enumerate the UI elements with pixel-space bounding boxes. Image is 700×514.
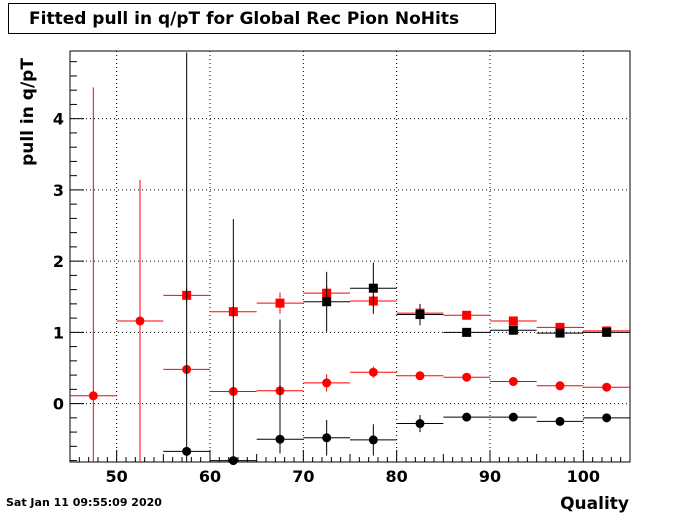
square-marker [462,310,472,320]
data-point [490,412,537,422]
axes: 50 60 70 80 90 100 0 1 2 3 4 [53,50,631,486]
x-tick-label: 80 [386,467,408,486]
x-tick-label: 70 [292,467,314,486]
square-marker [415,310,425,320]
data-point [256,319,304,454]
data-point [443,372,490,382]
x-tick-label: 90 [479,467,501,486]
square-marker [555,322,565,332]
circle-marker [275,434,285,444]
circle-marker [368,367,378,377]
data-point [583,413,630,423]
circle-marker [228,456,238,466]
circle-marker [415,419,425,429]
data-point [303,419,350,456]
y-tick-label: 2 [53,252,64,271]
y-tick-label: 0 [53,395,64,414]
data-point [443,327,490,337]
y-tick-label: 4 [53,110,64,129]
timestamp: Sat Jan 11 09:55:09 2020 [6,496,162,509]
data-point [350,366,397,378]
data-point [256,292,304,314]
grid [70,51,630,462]
square-marker [462,327,472,337]
circle-marker [322,378,332,388]
data-point [210,219,257,466]
plot-frame [69,50,631,463]
circle-marker [135,316,145,326]
circle-marker [462,372,472,382]
data-point [396,414,444,433]
y-tick-label: 3 [53,181,64,200]
circle-marker [322,433,332,443]
square-marker [508,316,518,326]
data-point [490,377,537,387]
data-point [303,374,350,392]
data-point [163,52,210,462]
data-point [536,381,584,391]
y-tick-label: 1 [53,323,64,342]
data-point [583,327,630,337]
x-tick-label: 100 [567,467,600,486]
x-axis-label: Quality [560,494,629,514]
data-point [490,325,537,335]
circle-marker [508,377,518,387]
square-marker [275,298,285,308]
data-point [443,412,490,422]
circle-marker [602,382,612,392]
square-marker [602,327,612,337]
square-marker [368,283,378,293]
data-layer [70,52,630,466]
square-marker [555,328,565,338]
square-marker [322,297,332,307]
data-point [396,371,444,381]
chart-title-box: Fitted pull in q/pT for Global Rec Pion … [8,3,496,34]
circle-marker [415,371,425,381]
circle-marker [182,446,192,456]
circle-marker [602,413,612,423]
data-point [70,87,117,462]
data-point [303,271,350,332]
circle-marker [462,412,472,422]
x-tick-label: 60 [199,467,221,486]
data-point [536,328,584,338]
y-axis-label: pull in q/pT [18,58,38,166]
data-point [583,382,630,392]
circle-marker [555,416,565,426]
square-marker [508,325,518,335]
x-tick-label: 50 [106,467,128,486]
circle-marker [555,381,565,391]
data-point [350,424,397,456]
data-point [536,416,584,426]
data-point [116,179,164,462]
circle-marker [508,412,518,422]
chart-title: Fitted pull in q/pT for Global Rec Pion … [29,9,460,29]
circle-marker [368,435,378,445]
data-point [443,310,490,320]
data-point [350,262,397,314]
data-point [396,303,444,326]
data-point [490,316,537,326]
circle-marker [88,391,98,401]
